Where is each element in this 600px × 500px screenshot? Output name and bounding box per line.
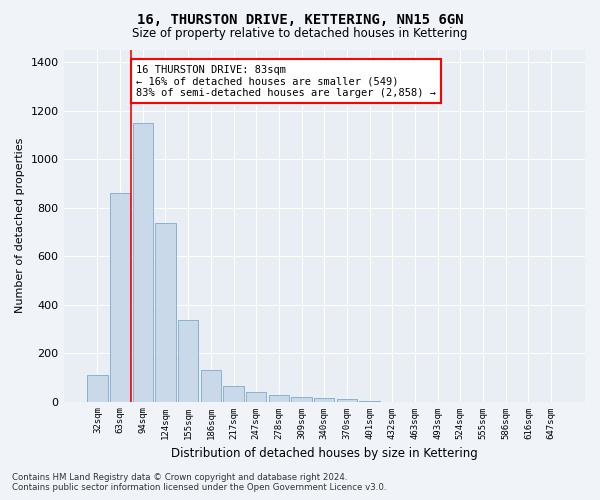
Bar — [246, 392, 266, 402]
Bar — [269, 395, 289, 402]
Bar — [314, 398, 334, 402]
Bar — [87, 375, 107, 402]
Bar — [110, 193, 130, 402]
Bar — [155, 224, 176, 402]
Bar — [292, 397, 312, 402]
Text: Contains HM Land Registry data © Crown copyright and database right 2024.
Contai: Contains HM Land Registry data © Crown c… — [12, 473, 386, 492]
Bar — [337, 399, 357, 402]
Y-axis label: Number of detached properties: Number of detached properties — [15, 138, 25, 314]
Bar — [178, 320, 199, 402]
Bar — [223, 386, 244, 402]
Bar — [359, 401, 380, 402]
Bar — [200, 370, 221, 402]
X-axis label: Distribution of detached houses by size in Kettering: Distribution of detached houses by size … — [171, 447, 478, 460]
Bar — [133, 122, 153, 402]
Text: 16, THURSTON DRIVE, KETTERING, NN15 6GN: 16, THURSTON DRIVE, KETTERING, NN15 6GN — [137, 12, 463, 26]
Text: Size of property relative to detached houses in Kettering: Size of property relative to detached ho… — [132, 28, 468, 40]
Text: 16 THURSTON DRIVE: 83sqm
← 16% of detached houses are smaller (549)
83% of semi-: 16 THURSTON DRIVE: 83sqm ← 16% of detach… — [136, 64, 436, 98]
